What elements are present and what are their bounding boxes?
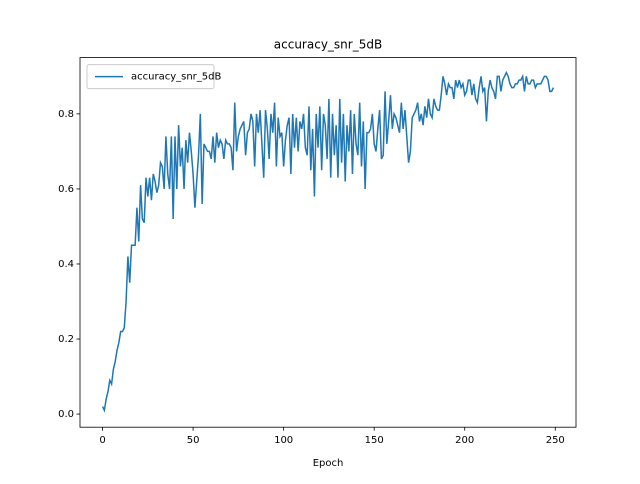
x-tick-label: 150	[365, 435, 384, 446]
y-tick-label: 0.4	[58, 259, 74, 270]
y-tick-label: 0.8	[58, 109, 74, 120]
legend-box	[86, 64, 215, 90]
x-axis-label: Epoch	[313, 458, 344, 469]
data-line	[101, 70, 555, 413]
y-tick-label: 0.0	[58, 409, 74, 420]
x-tick-label: 200	[455, 435, 474, 446]
x-tick-label: 50	[187, 435, 200, 446]
x-tick-label: 0	[99, 435, 105, 446]
legend-label: accuracy_snr_5dB	[131, 72, 221, 83]
x-tick-label: 100	[274, 435, 293, 446]
axes-frame	[79, 57, 577, 428]
y-tick-label: 0.2	[58, 334, 74, 345]
chart-title: accuracy_snr_5dB	[274, 38, 382, 52]
y-tick-label: 0.6	[58, 184, 74, 195]
x-tick-label: 250	[546, 435, 565, 446]
